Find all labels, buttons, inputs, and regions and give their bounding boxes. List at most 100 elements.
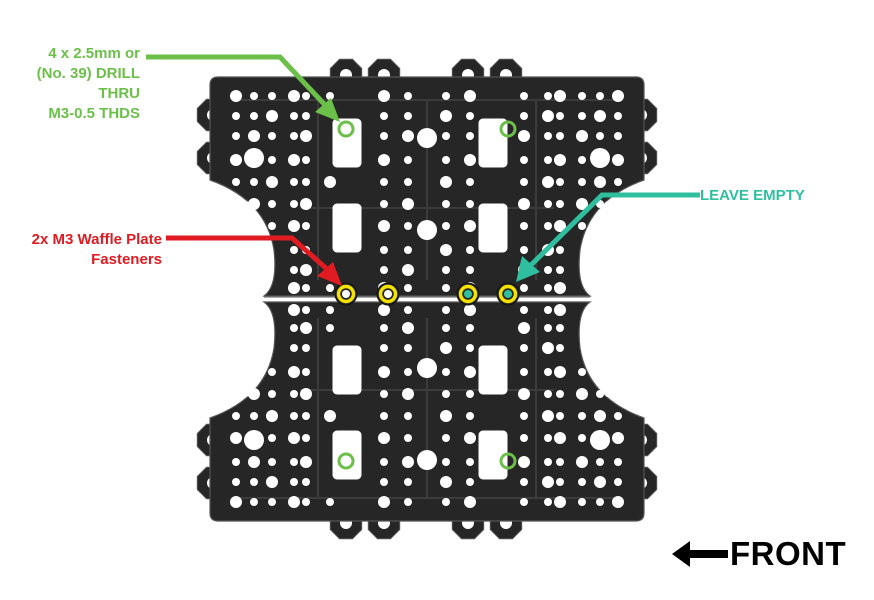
plate-hole-small xyxy=(544,222,552,230)
plate-hole-small xyxy=(466,178,474,186)
plate-hole-small xyxy=(402,130,414,142)
plate-hole-small xyxy=(596,498,604,506)
plate-hole-small xyxy=(268,222,276,230)
empty-marker-center xyxy=(464,290,472,298)
leave-empty-leader-arrowhead xyxy=(516,256,540,282)
rear-plate xyxy=(196,58,658,297)
plate-hole-small xyxy=(232,200,240,208)
plate-hole-small xyxy=(290,412,298,420)
plate-hole-small xyxy=(290,246,298,254)
plate-hole-small xyxy=(442,156,450,164)
plate-hole-small xyxy=(520,478,528,486)
plate-hole-small xyxy=(556,266,564,274)
drill-callout-label: 4 x 2.5mm or (No. 39) DRILL THRU M3-0.5 … xyxy=(10,44,140,124)
plate-hole-small xyxy=(542,342,554,354)
fastener-marker-ring xyxy=(336,284,356,304)
plate-hole-small xyxy=(250,112,258,120)
plate-hole-small xyxy=(578,112,586,120)
plate-hole-small xyxy=(556,324,564,332)
plate-hole-small xyxy=(612,432,624,444)
plate-hole-small xyxy=(402,264,414,276)
plate-hole-small xyxy=(518,322,530,334)
plate-hole-small xyxy=(596,92,604,100)
plate-hole-small xyxy=(404,368,412,376)
plate-hole-small xyxy=(232,478,240,486)
plate-hole-small xyxy=(466,344,474,352)
plate-hole-small xyxy=(402,388,414,400)
plate-hole-small xyxy=(442,434,450,442)
plate-hole-small xyxy=(614,200,622,208)
plate-hole-small xyxy=(544,434,552,442)
leave-empty-text: LEAVE EMPTY xyxy=(700,187,805,204)
plate-hole-small xyxy=(596,390,604,398)
plate-hole-small xyxy=(380,344,388,352)
plate-hole-small xyxy=(544,498,552,506)
plate-hole-small xyxy=(466,412,474,420)
plate-hole-small xyxy=(614,132,622,140)
plate-hole-small xyxy=(596,222,604,230)
plate-hole-small xyxy=(290,458,298,466)
plate-hole-small xyxy=(614,178,622,186)
plate-hole-small xyxy=(326,306,334,314)
plate-hole-small xyxy=(556,132,564,140)
plate-hole-small xyxy=(520,284,528,292)
plate-hole-small xyxy=(596,434,604,442)
plate-hole-small xyxy=(442,390,450,398)
plate-hole-small xyxy=(326,324,334,332)
plate-hole-small xyxy=(248,388,260,400)
plate-hole-small xyxy=(442,200,450,208)
plate-hole-small xyxy=(556,112,564,120)
plate-hole-small xyxy=(268,92,276,100)
plate-hole-small xyxy=(288,496,300,508)
plate-hole-small xyxy=(544,324,552,332)
plate-hole-small xyxy=(556,412,564,420)
plate-hole-small xyxy=(554,282,566,294)
plate-hole-large xyxy=(417,450,437,470)
plate-hole-small xyxy=(230,90,242,102)
plate-hole-small xyxy=(402,456,414,468)
plate-hole-small xyxy=(404,246,412,254)
plate-hole-small xyxy=(466,246,474,254)
plate-hole-small xyxy=(520,156,528,164)
plate-hole-small xyxy=(302,178,310,186)
plate-hole-small xyxy=(466,112,474,120)
plate-hole-small xyxy=(578,222,586,230)
plate-hole-small xyxy=(380,178,388,186)
plate-hole-small xyxy=(554,90,566,102)
plate-hole-large xyxy=(417,358,437,378)
plate-hole-small xyxy=(250,412,258,420)
plate-hole-small xyxy=(302,156,310,164)
plate-hole-small xyxy=(230,366,242,378)
plate-hole-small xyxy=(594,410,606,422)
plate-hole-small xyxy=(250,178,258,186)
plate-hole-small xyxy=(576,456,588,468)
plate-hole-small xyxy=(290,132,298,140)
plate-hole-small xyxy=(520,498,528,506)
plate-hole-small xyxy=(268,156,276,164)
plate-hole-small xyxy=(442,498,450,506)
drill-callout-line-1: 4 x 2.5mm or xyxy=(48,45,140,62)
plate-hole-small xyxy=(612,496,624,508)
plate-hole-small xyxy=(268,200,276,208)
plate-hole-small xyxy=(378,304,390,316)
plate-hole-small xyxy=(326,92,334,100)
plate-hole-small xyxy=(378,432,390,444)
plate-hole-small xyxy=(578,156,586,164)
plate-hole-small xyxy=(380,458,388,466)
plate-hole-small xyxy=(556,246,564,254)
hole-markers xyxy=(334,120,520,470)
plate-hole-small xyxy=(380,112,388,120)
drill-callout-line-2: (No. 39) DRILL xyxy=(36,65,140,82)
plate-hole-small xyxy=(232,178,240,186)
plate-hole-small xyxy=(614,390,622,398)
plate-hole-small xyxy=(442,92,450,100)
plate-hole-small xyxy=(614,412,622,420)
fastener-marker-center xyxy=(384,290,392,298)
plate-hole-small xyxy=(442,132,450,140)
plate-hole-small xyxy=(518,130,530,142)
fastener-marker-ring xyxy=(378,284,398,304)
plate-hole-small xyxy=(518,388,530,400)
plate-hole-small xyxy=(232,458,240,466)
plate-hole-small xyxy=(442,368,450,376)
plate-hole-small xyxy=(464,432,476,444)
